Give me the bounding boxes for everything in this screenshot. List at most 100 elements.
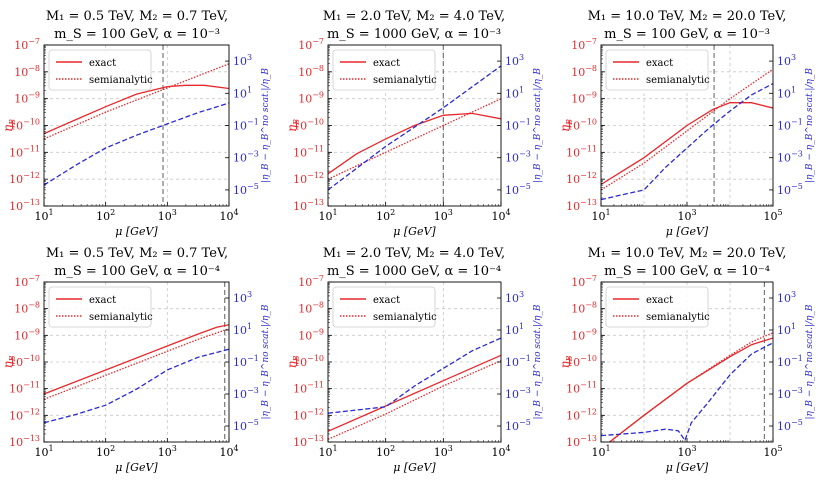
y-tick-label-left: 10−9 bbox=[14, 91, 40, 106]
panel-title-line2: m_S = 1000 GeV, α = 10⁻³ bbox=[327, 27, 501, 42]
x-tick-label: 105 bbox=[763, 444, 782, 459]
legend-box bbox=[332, 286, 436, 328]
x-tick-label: 103 bbox=[434, 208, 453, 223]
y-tick-label-right: 10−3 bbox=[505, 386, 531, 401]
y-tick-label-right: 103 bbox=[233, 53, 252, 68]
x-axis-label: μ [GeV] bbox=[115, 225, 158, 238]
panel-title-line1: M₁ = 10.0 TeV, M₂ = 20.0 TeV, bbox=[588, 9, 787, 24]
y-tick-label-left: 10−8 bbox=[14, 301, 40, 316]
series-semianalytic bbox=[601, 68, 773, 191]
legend-label-exact: exact bbox=[89, 295, 116, 306]
x-tick-label: 101 bbox=[591, 208, 610, 223]
x-axis-label: μ [GeV] bbox=[393, 225, 436, 238]
x-tick-label: 101 bbox=[34, 444, 53, 459]
legend-box bbox=[605, 286, 709, 328]
x-tick-label: 101 bbox=[318, 208, 337, 223]
y-axis-label-right: |η_B − η_B^no scat.|/η_B bbox=[533, 304, 543, 419]
panel-3: 10−13 10−12 10−11 10−10 10−9 10−8 10−7 103 101 10… bbox=[558, 9, 815, 238]
x-axis-label: μ [GeV] bbox=[666, 225, 709, 238]
legend: exact semianalytic bbox=[605, 49, 710, 91]
x-tick-label: 104 bbox=[491, 444, 510, 459]
y-axis-label-right: |η_B − η_B^no scat.|/η_B bbox=[261, 304, 271, 419]
series-exact bbox=[609, 337, 773, 442]
x-axis-label: μ [GeV] bbox=[666, 461, 709, 474]
y-tick-label-left: 10−7 bbox=[298, 37, 324, 52]
panel-1: 10−13 10−12 10−11 10−10 10−9 10−8 10−7 103 101 10… bbox=[1, 9, 271, 238]
legend-label-exact: exact bbox=[373, 58, 400, 69]
y-tick-label-left: 10−13 bbox=[566, 198, 597, 213]
y-tick-label-right: 103 bbox=[777, 53, 796, 68]
y-tick-label-left: 10−7 bbox=[14, 37, 40, 52]
x-tick-label: 103 bbox=[677, 444, 696, 459]
y-tick-label-right: 10−5 bbox=[505, 418, 531, 433]
y-axis-label-right: |η_B − η_B^no scat.|/η_B bbox=[805, 68, 815, 183]
x-axis-label: μ [GeV] bbox=[115, 461, 158, 474]
legend-label-exact: exact bbox=[373, 295, 400, 306]
legend-label-exact: exact bbox=[646, 295, 673, 306]
y-tick-label-right: 101 bbox=[777, 322, 796, 337]
y-tick-label-left: 10−7 bbox=[14, 274, 40, 289]
panel-title-line2: m_S = 100 GeV, α = 10⁻³ bbox=[54, 27, 220, 42]
x-tick-label: 105 bbox=[763, 208, 782, 223]
y-axis-label-right: |η_B − η_B^no scat.|/η_B bbox=[533, 68, 543, 183]
y-tick-label-left: 10−10 bbox=[9, 118, 40, 133]
legend: exact semianalytic bbox=[605, 286, 710, 328]
series-semianalytic bbox=[609, 332, 773, 442]
series-semianalytic bbox=[328, 360, 501, 440]
legend-box bbox=[605, 49, 709, 91]
y-tick-label-right: 10−3 bbox=[777, 150, 803, 165]
panel-title-line2: m_S = 1000 GeV, α = 10⁻⁴ bbox=[327, 264, 501, 279]
y-tick-label-left: 10−9 bbox=[571, 327, 597, 342]
series-exact bbox=[44, 84, 229, 135]
x-tick-label: 101 bbox=[591, 444, 610, 459]
y-axis-label-left: ηB bbox=[558, 355, 574, 368]
y-tick-label-right: 10−1 bbox=[777, 118, 803, 133]
x-axis-label: μ [GeV] bbox=[393, 461, 436, 474]
y-tick-label-right: 10−3 bbox=[505, 150, 531, 165]
y-axis-label-left: ηB bbox=[1, 355, 17, 368]
panel-title-line2: m_S = 100 GeV, α = 10⁻³ bbox=[604, 27, 770, 42]
series-exact bbox=[328, 354, 501, 432]
y-tick-label-right: 10−5 bbox=[777, 182, 803, 197]
y-axis-label-right: |η_B − η_B^no scat.|/η_B bbox=[805, 304, 815, 419]
y-tick-label-left: 10−13 bbox=[293, 434, 324, 449]
y-tick-label-left: 10−13 bbox=[9, 434, 40, 449]
panel-title-line1: M₁ = 2.0 TeV, M₂ = 4.0 TeV, bbox=[323, 9, 505, 24]
legend-box bbox=[332, 49, 436, 91]
series-exact bbox=[328, 112, 501, 175]
y-tick-label-left: 10−11 bbox=[293, 381, 324, 396]
y-axis-label-left: ηB bbox=[1, 119, 17, 132]
y-tick-label-right: 10−3 bbox=[233, 150, 259, 165]
y-tick-label-left: 10−9 bbox=[14, 327, 40, 342]
y-tick-label-left: 10−7 bbox=[571, 274, 597, 289]
panel-title-line2: m_S = 100 GeV, α = 10⁻⁴ bbox=[54, 264, 220, 279]
series-exact bbox=[44, 324, 229, 395]
y-axis-label-left: ηB bbox=[285, 119, 301, 132]
legend-label-exact: exact bbox=[646, 58, 673, 69]
y-tick-label-left: 10−8 bbox=[298, 301, 324, 316]
y-tick-label-left: 10−10 bbox=[293, 118, 324, 133]
y-tick-label-left: 10−11 bbox=[293, 144, 324, 159]
x-tick-label: 101 bbox=[318, 444, 337, 459]
x-tick-label: 101 bbox=[34, 208, 53, 223]
y-tick-label-right: 10−5 bbox=[233, 418, 259, 433]
panel-title-line1: M₁ = 10.0 TeV, M₂ = 20.0 TeV, bbox=[588, 246, 787, 261]
y-tick-label-left: 10−12 bbox=[9, 407, 40, 422]
y-axis-label-left: ηB bbox=[558, 119, 574, 132]
legend-box bbox=[48, 49, 152, 91]
y-tick-label-right: 10−1 bbox=[233, 354, 259, 369]
panel-2: 10−13 10−12 10−11 10−10 10−9 10−8 10−7 103 101 10… bbox=[285, 9, 543, 238]
x-tick-label: 102 bbox=[376, 208, 395, 223]
y-tick-label-right: 101 bbox=[505, 322, 524, 337]
legend: exact semianalytic bbox=[48, 286, 153, 328]
series-ratio bbox=[328, 337, 501, 414]
y-tick-label-left: 10−10 bbox=[566, 354, 597, 369]
x-tick-label: 102 bbox=[96, 208, 115, 223]
y-tick-label-right: 10−5 bbox=[777, 418, 803, 433]
y-tick-label-left: 10−12 bbox=[293, 171, 324, 186]
y-tick-label-right: 10−3 bbox=[777, 386, 803, 401]
x-tick-label: 104 bbox=[219, 208, 238, 223]
y-tick-label-left: 10−11 bbox=[566, 381, 597, 396]
legend: exact semianalytic bbox=[48, 49, 153, 91]
